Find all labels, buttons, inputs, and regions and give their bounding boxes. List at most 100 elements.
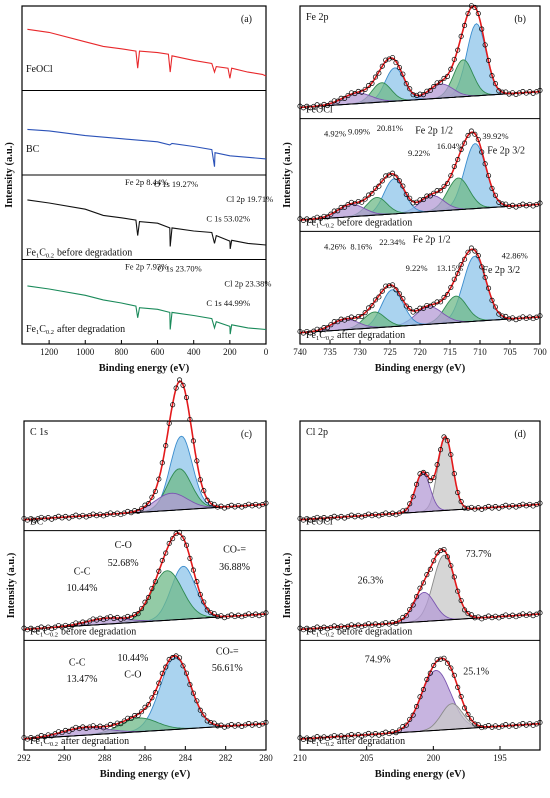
raw-point <box>444 292 450 298</box>
raw-data-points <box>21 653 269 742</box>
raw-point <box>472 506 478 512</box>
raw-point <box>390 55 396 61</box>
raw-point <box>38 733 44 739</box>
raw-point <box>132 713 138 719</box>
raw-point <box>396 178 402 184</box>
raw-point <box>152 579 158 585</box>
component-label: C-O <box>115 540 132 551</box>
raw-point <box>448 173 454 179</box>
sample-label-2: Fe1C0.2 after degradation <box>30 736 129 748</box>
x-tick-label: 725 <box>383 347 397 357</box>
raw-point <box>523 722 529 728</box>
raw-point <box>369 513 375 519</box>
raw-point <box>304 216 310 222</box>
fit-envelope <box>23 380 267 521</box>
raw-point <box>393 287 399 293</box>
raw-point <box>311 516 317 522</box>
raw-point <box>183 542 190 548</box>
raw-point <box>383 57 389 63</box>
raw-point <box>530 203 536 209</box>
raw-point <box>458 33 464 39</box>
raw-point <box>345 92 351 99</box>
raw-point <box>107 721 113 728</box>
raw-point <box>482 274 488 281</box>
raw-point <box>448 665 454 671</box>
raw-point <box>441 546 447 553</box>
raw-point <box>355 88 361 94</box>
sample-label-2-prefix: Fe1C0.2 <box>30 736 58 748</box>
element-percent-label: O 1s 19.27% <box>154 179 198 189</box>
raw-point <box>393 730 399 736</box>
raw-point <box>486 285 492 291</box>
raw-point <box>513 723 519 729</box>
raw-point <box>407 306 413 312</box>
raw-data-points <box>21 529 269 633</box>
raw-point <box>499 201 505 207</box>
raw-point <box>163 664 169 670</box>
raw-point <box>335 319 341 325</box>
raw-point <box>441 434 447 440</box>
raw-point <box>400 296 406 302</box>
raw-point <box>400 71 406 77</box>
raw-point <box>424 471 430 478</box>
raw-point <box>331 208 337 214</box>
raw-point <box>215 723 221 729</box>
component-label: 9.22% <box>406 263 428 273</box>
panel-1: 740 735 730 725 720 715 710 705 700 Binding energ… <box>282 3 547 374</box>
raw-point <box>417 585 423 591</box>
raw-point <box>359 199 365 205</box>
raw-point <box>135 611 141 617</box>
raw-point <box>314 214 320 220</box>
raw-point <box>383 729 389 735</box>
element-percent-label: C 1s 44.99% <box>206 298 250 308</box>
sample-label-0-text: FeOCl <box>306 105 333 116</box>
raw-point <box>66 515 72 521</box>
sample-label-0: FeOCl <box>306 105 333 116</box>
raw-point <box>311 735 317 741</box>
raw-point <box>458 597 464 604</box>
raw-point <box>104 511 110 517</box>
raw-data-points <box>297 655 543 743</box>
raw-point <box>499 613 505 619</box>
raw-point <box>530 90 536 96</box>
raw-point <box>345 623 351 629</box>
component-label: C-C <box>69 658 86 669</box>
raw-point <box>24 627 31 633</box>
raw-point <box>444 554 450 560</box>
raw-point <box>513 204 519 210</box>
raw-point <box>114 720 120 726</box>
raw-point <box>121 718 127 724</box>
x-tick-label: 720 <box>413 347 427 357</box>
sample-label-0-text: BC <box>30 517 44 528</box>
raw-point <box>369 622 375 628</box>
raw-point <box>516 315 522 321</box>
raw-point <box>300 627 306 633</box>
raw-point <box>410 494 416 500</box>
component-label: 22.34% <box>379 237 405 247</box>
component-label: 10.44% <box>67 583 98 594</box>
raw-point <box>455 489 461 496</box>
raw-point <box>534 611 540 617</box>
raw-point <box>125 715 131 721</box>
raw-point <box>345 514 351 520</box>
raw-point <box>499 313 505 319</box>
raw-data-points <box>297 245 543 336</box>
raw-point <box>410 602 416 608</box>
raw-point <box>24 517 31 523</box>
raw-point <box>462 140 468 146</box>
raw-point <box>516 203 522 209</box>
raw-point <box>448 66 454 72</box>
raw-point <box>369 732 375 738</box>
sample-label-2-text: after degradation <box>61 736 129 747</box>
raw-point <box>239 504 245 510</box>
x-tick-label: 290 <box>58 753 72 763</box>
raw-point <box>132 508 138 514</box>
raw-point <box>100 513 107 519</box>
raw-point <box>458 694 464 700</box>
raw-point <box>342 204 348 210</box>
raw-point <box>328 211 334 217</box>
component-label: 56.61% <box>212 663 243 674</box>
raw-point <box>311 625 317 632</box>
sample-label-1-prefix: Fe1C0.2 <box>306 217 334 229</box>
raw-point <box>118 721 124 727</box>
